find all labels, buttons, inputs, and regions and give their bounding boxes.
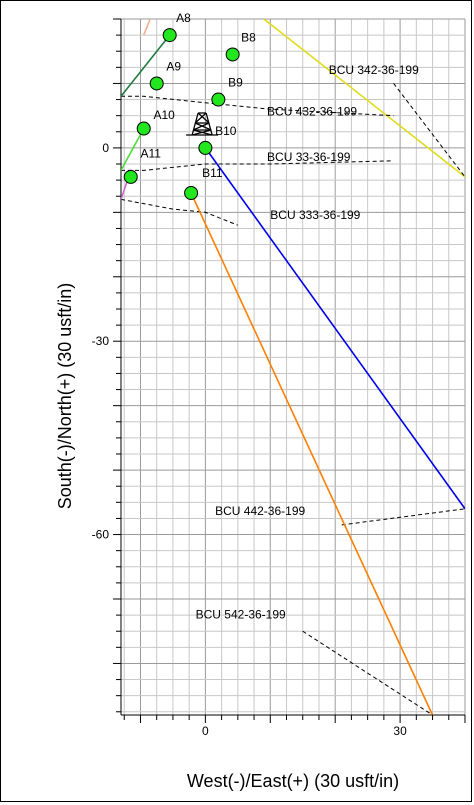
rig-segment [205,112,213,136]
well-label: BCU 432-36-199 [267,105,357,119]
well-label: BCU 333-36-199 [270,208,360,222]
rig-segment [191,129,212,136]
well-label: A11 [140,147,161,161]
well-label: BCU 342-36-199 [329,63,419,77]
rig-segment [194,122,212,131]
grid [121,18,466,715]
wellpath-line [142,19,151,36]
wellpath-line [393,83,465,178]
wellpath-group [121,19,465,715]
rig-segment [194,112,207,124]
y-tick-label: 0 [102,141,109,155]
wellpath-line [302,630,433,715]
rig-segment [191,112,199,136]
wellpaths [121,19,465,715]
surface-point-a10 [136,121,151,136]
surface-point-b11 [184,186,199,200]
well-label: B8 [241,31,256,45]
well-label: BCU 442-36-199 [215,504,305,518]
wellpath-line [341,508,465,526]
x-tick-label: 0 [202,724,209,738]
drilling-rig-icon [186,112,219,136]
surface-point-a11 [123,169,138,184]
surface-point-a8 [162,28,177,43]
well-label: BCU 542-36-199 [196,607,286,621]
wellpath-line [190,192,434,715]
wellpath-line [121,95,394,117]
wellpath-line [121,34,171,97]
well-label: B10 [215,124,237,138]
well-label: A9 [166,60,181,74]
x-axis-title: West(-)/East(+) (30 usft/in) [187,771,399,791]
surface-point-b9 [211,92,226,107]
well-label: A10 [153,108,175,122]
well-label: BCU 33-36-199 [267,150,351,164]
y-axis-title: South(-)/North(+) (30 usft/in) [55,283,75,510]
well-label: B9 [228,76,243,90]
wellpath-line [121,128,145,171]
y-tick-label: -30 [92,334,110,348]
y-tick-label: -60 [92,528,110,542]
well-labels: A8 B8 A9 B9 A10 B10 A11 B11 BCU 342-36-199 BCU 43… [140,11,419,621]
surface-points [123,28,240,200]
surface-point-a9 [149,76,164,91]
surface-point-b8 [225,47,240,62]
well-label: B11 [202,166,223,180]
axes: 0 -30 -60 0 30 [92,18,466,738]
well-label: A8 [176,11,191,25]
wellpath-line [121,160,394,171]
wellpath-line [263,19,465,178]
wellpath-line [121,179,129,200]
x-tick-label: 30 [393,724,407,738]
rig-segment [197,112,210,124]
wellpath-line [204,147,465,510]
rig-segment [192,122,210,131]
surface-point-b10 [198,140,213,155]
